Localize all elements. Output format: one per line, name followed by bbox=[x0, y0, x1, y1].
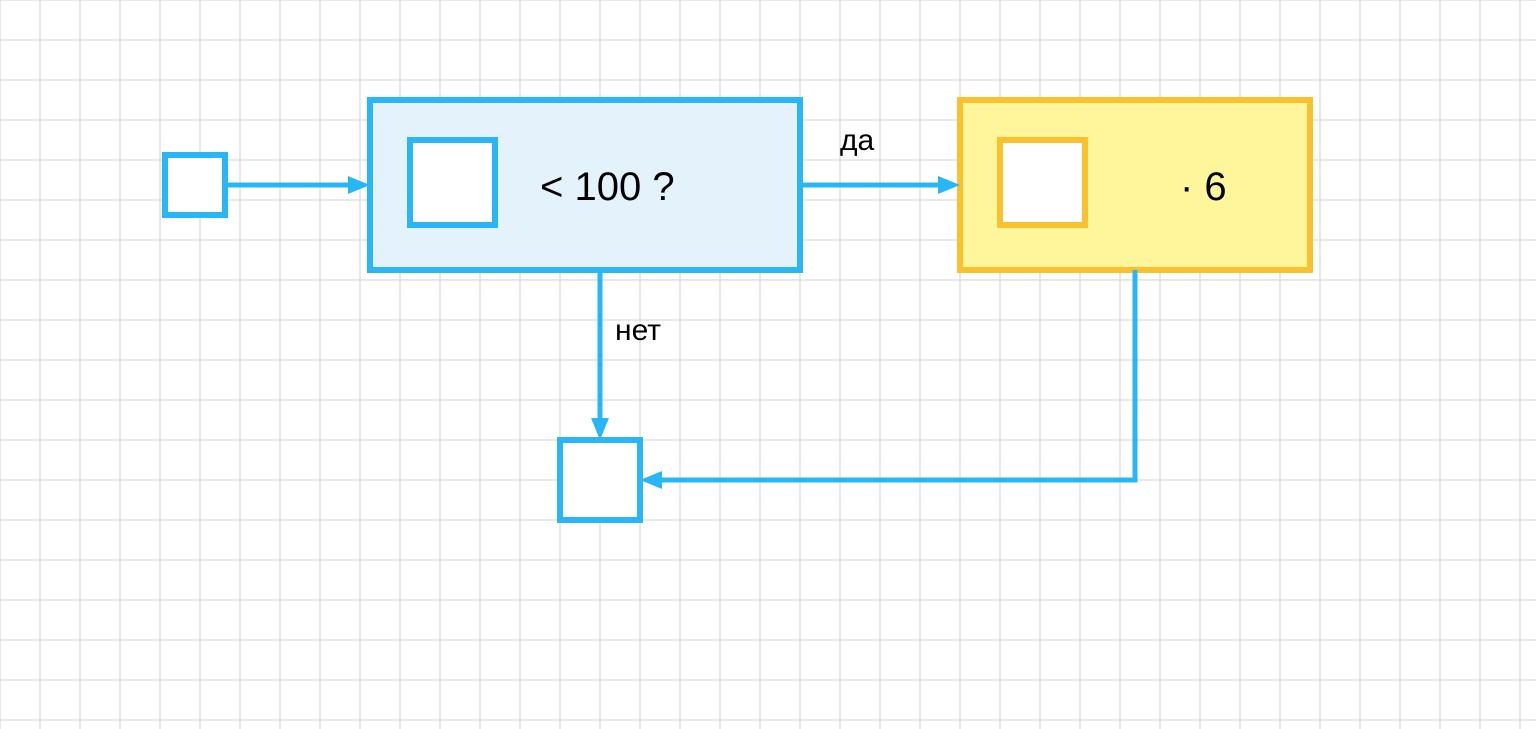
process-box-placeholder-box bbox=[1000, 140, 1085, 225]
decision-box-placeholder-box bbox=[410, 140, 495, 225]
edge-decision_yes-label: да bbox=[840, 124, 875, 157]
input-box bbox=[165, 155, 225, 215]
decision-box-text: < 100 ? bbox=[540, 165, 675, 209]
process-box-text: · 6 bbox=[1180, 165, 1227, 209]
output-box bbox=[560, 440, 640, 520]
edge-decision_no-label: нет bbox=[615, 314, 661, 347]
flowchart-canvas: < 100 ? · 6 да нет bbox=[0, 0, 1536, 729]
